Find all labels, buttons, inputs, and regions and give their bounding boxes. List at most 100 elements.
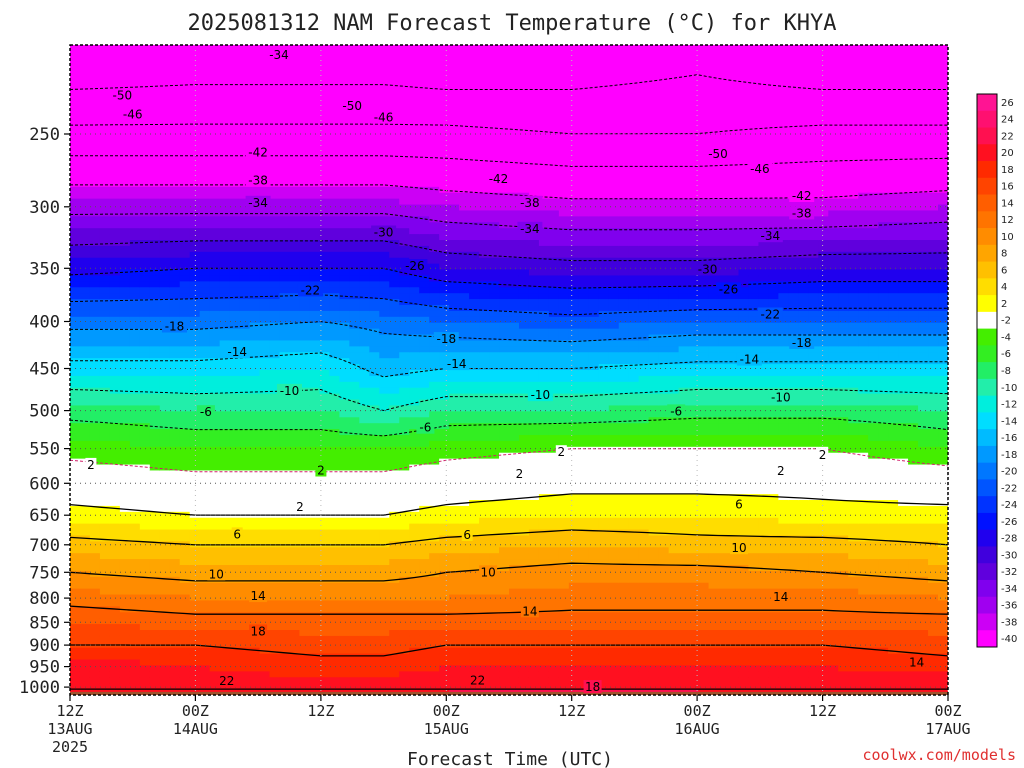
colorbar-label: -26 [1001, 517, 1017, 528]
colorbar-label: 26 [1001, 98, 1014, 109]
contour-label-bg [245, 145, 271, 159]
contour-label: 2 [819, 448, 827, 462]
contour-label-bg [527, 388, 553, 402]
contour-label-bg [162, 319, 187, 333]
colorbar-swatch [977, 261, 997, 279]
contour-label: -26 [719, 282, 739, 296]
y-tick-label: 700 [29, 536, 60, 556]
contour-label-bg [297, 283, 323, 297]
isotherm-m14 [70, 352, 948, 378]
contour-label-bg [517, 221, 543, 235]
y-tick-label: 850 [29, 613, 60, 633]
y-tick-label: 950 [29, 658, 60, 678]
isotherm-m50 [70, 74, 948, 90]
contour-label: -14 [740, 353, 760, 367]
colorbar-label: 6 [1001, 266, 1007, 277]
colorbar-swatch [977, 110, 997, 128]
colorbar-label: 8 [1001, 249, 1007, 260]
y-tick-label: 650 [29, 506, 60, 526]
contour-label: -46 [374, 111, 394, 125]
contour-label-bg [736, 352, 762, 366]
contour-label: -42 [792, 189, 812, 203]
contour-label-bg [667, 404, 686, 418]
colorbar-swatch [977, 278, 997, 296]
y-tick-label: 1000 [19, 678, 60, 698]
isotherm-m26 [70, 267, 948, 289]
colorbar-swatch [977, 395, 997, 413]
contour-label-bg [757, 307, 783, 321]
colorbar-label: 20 [1001, 148, 1014, 159]
x-axis-label: Forecast Time (UTC) [407, 749, 613, 768]
contour-label: -22 [760, 308, 780, 322]
colorbar-swatch [977, 529, 997, 547]
contour-label: 2 [557, 445, 565, 459]
colorbar-label: -16 [1001, 433, 1017, 444]
contour-label: -6 [419, 421, 431, 435]
contour-label: -10 [531, 388, 551, 402]
contour-label: 2 [777, 464, 785, 478]
contour-label: -34 [269, 48, 289, 62]
isotherm-m6 [70, 417, 948, 437]
colorbar-swatch [977, 345, 997, 363]
colorbar-swatch [977, 177, 997, 195]
contour-label: -42 [489, 172, 509, 186]
contour-label-bg [730, 541, 748, 555]
colorbar-label: -4 [1001, 333, 1011, 344]
colorbar-label: -8 [1001, 366, 1011, 377]
x-tick-label: 13AUG [47, 720, 92, 738]
contour-label-bg [757, 229, 783, 243]
contour-label: -18 [792, 336, 812, 350]
colorbar-swatch [977, 362, 997, 380]
contour-label: 2 [516, 467, 524, 481]
y-tick-label: 450 [29, 360, 60, 380]
isotherm-m22 [70, 294, 948, 316]
contour-label: -6 [200, 405, 212, 419]
contour-label: -42 [248, 146, 268, 160]
colorbar-label: 16 [1001, 182, 1014, 193]
contour-label: -14 [227, 345, 247, 359]
colorbar-swatch [977, 512, 997, 531]
colorbar-label: 10 [1001, 232, 1014, 243]
colorbar-swatch [977, 161, 997, 179]
contour-label: 10 [731, 541, 746, 555]
y-tick-label: 750 [29, 563, 60, 583]
colorbar-label: -2 [1001, 316, 1011, 327]
isotherm-m30 [70, 240, 948, 262]
contour-label-bg [109, 88, 135, 102]
contour-label-bg [196, 405, 215, 419]
colorbar-swatch [977, 546, 997, 564]
ground-surface [70, 691, 948, 695]
contour-label: 10 [480, 565, 495, 579]
isotherm-2 [70, 493, 948, 516]
colorbar-label: -34 [1001, 584, 1017, 595]
contour-label: -38 [792, 206, 812, 220]
colorbar-swatch [977, 579, 997, 598]
colorbar-swatch [977, 412, 997, 430]
contour-label: 14 [250, 589, 265, 603]
colorbar-label: -10 [1001, 383, 1017, 394]
colorbar-label: -40 [1001, 634, 1017, 645]
isotherm-14 [70, 605, 948, 615]
x-tick-label: 00Z [182, 702, 209, 720]
isotherm-m10 [70, 388, 948, 412]
colorbar-swatch [977, 496, 997, 514]
plot-frame [69, 44, 949, 696]
contour-label-bg [486, 172, 511, 186]
colorbar-label: -14 [1001, 416, 1017, 427]
colorbar-swatch [977, 613, 997, 631]
colorbar-swatch [977, 630, 997, 648]
colorbar-swatch [977, 378, 997, 397]
colorbar-swatch [977, 144, 997, 162]
contour-label: -38 [520, 196, 540, 210]
colorbar-swatch [977, 127, 997, 145]
isotherm-m2 [70, 448, 948, 473]
colorbar-swatch [977, 563, 997, 581]
contour-label-bg [277, 383, 302, 397]
colorbar-swatch [977, 328, 997, 346]
contour-label-bg [716, 282, 741, 296]
contour-label-bg [416, 420, 435, 434]
contour-label: 18 [250, 625, 265, 639]
contour-label: -18 [436, 332, 456, 346]
